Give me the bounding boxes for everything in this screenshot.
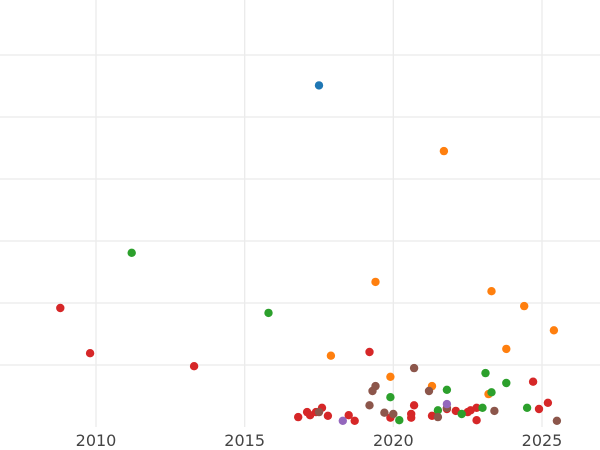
plot-background — [0, 0, 600, 427]
data-point-orange — [487, 287, 496, 296]
data-point-red — [407, 413, 416, 422]
data-points — [56, 81, 562, 425]
data-point-orange — [549, 326, 559, 335]
data-point-green — [457, 409, 466, 419]
data-point-green — [487, 388, 496, 397]
data-point-green — [478, 403, 487, 412]
data-point-red — [365, 347, 374, 357]
data-point-brown — [433, 412, 443, 422]
x-tick-label: 2015 — [224, 431, 265, 450]
data-point-red — [528, 377, 538, 386]
data-point-red — [472, 416, 481, 425]
data-point-orange — [326, 351, 336, 360]
data-point-brown — [409, 363, 419, 373]
data-point-green — [481, 368, 490, 378]
data-point-red — [323, 411, 333, 420]
data-point-green — [386, 393, 395, 402]
data-point-orange — [439, 146, 449, 156]
data-point-red — [344, 411, 353, 420]
data-point-green — [395, 416, 404, 425]
x-tick-label: 2020 — [373, 431, 414, 450]
y-gridlines — [0, 54, 600, 366]
data-point-green — [442, 385, 452, 394]
x-axis-tick-labels: 2010 2015 2020 2025 — [76, 431, 563, 450]
data-point-orange — [502, 344, 511, 354]
data-point-orange — [520, 301, 529, 311]
data-point-purple — [442, 399, 452, 409]
data-point-red — [85, 349, 95, 358]
data-point-green — [264, 308, 273, 318]
data-point-brown — [552, 416, 562, 425]
data-point-blue — [314, 81, 324, 90]
data-point-red — [189, 362, 199, 371]
data-point-red — [543, 398, 553, 407]
data-point-green — [502, 378, 511, 388]
data-point-red — [56, 303, 65, 313]
data-point-brown — [380, 408, 389, 417]
data-point-purple — [338, 416, 347, 425]
data-point-brown — [389, 409, 398, 419]
data-point-red — [472, 403, 481, 412]
data-point-red — [350, 416, 359, 425]
data-point-brown — [314, 407, 324, 417]
data-point-red — [409, 401, 419, 410]
x-tick-label: 2010 — [76, 431, 117, 450]
data-point-orange — [386, 372, 395, 381]
data-point-red — [534, 404, 544, 414]
data-point-brown — [365, 401, 374, 410]
data-point-orange — [371, 277, 380, 287]
data-point-green — [127, 248, 136, 257]
data-point-green — [522, 403, 532, 412]
x-gridlines — [95, 0, 543, 427]
data-point-brown — [368, 386, 377, 396]
data-point-brown — [490, 406, 499, 416]
data-point-green — [433, 406, 443, 415]
data-point-red — [294, 412, 303, 422]
data-point-brown — [424, 386, 434, 396]
x-tick-label: 2025 — [522, 431, 563, 450]
